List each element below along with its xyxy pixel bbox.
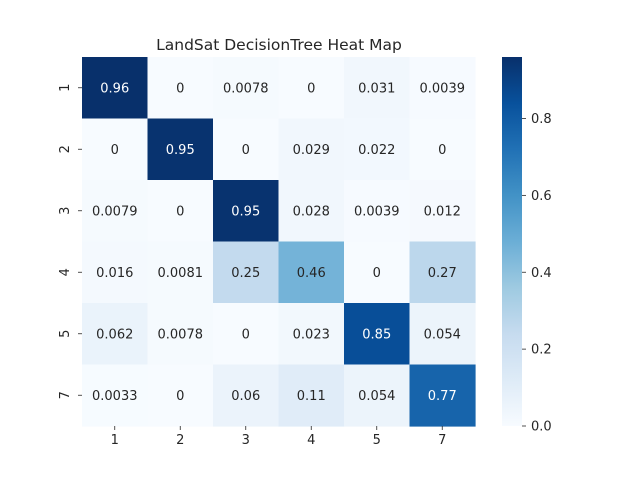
heatmap-cell — [213, 180, 280, 243]
cell-annotation: 0.06 — [231, 389, 260, 404]
heatmap-cell — [82, 118, 149, 181]
x-tick-label: 2 — [176, 433, 184, 448]
heatmap-cell — [278, 57, 345, 120]
cell-annotation: 0 — [242, 143, 250, 158]
cell-annotation: 0.054 — [358, 389, 395, 404]
cell-annotation: 0.95 — [231, 204, 260, 219]
x-tick-label: 1 — [111, 433, 119, 448]
heatmap-cell — [278, 303, 345, 366]
cell-annotation: 0.031 — [358, 81, 395, 96]
cell-annotation: 0.0079 — [92, 204, 138, 219]
heatmap-cell — [82, 303, 149, 366]
cell-annotation: 0.029 — [293, 143, 330, 158]
heatmap-cell — [147, 180, 214, 243]
heatmap-cell — [147, 118, 214, 181]
cell-annotation: 0 — [176, 81, 184, 96]
y-tick-label: 5 — [58, 330, 73, 338]
cell-annotation: 0.46 — [297, 266, 326, 281]
colorbar-tick-label: 0.4 — [531, 266, 552, 281]
heatmap-cell — [147, 303, 214, 366]
x-tick-label: 5 — [373, 433, 381, 448]
cell-annotation: 0.85 — [362, 327, 391, 342]
colorbar: 0.0 0.2 0.4 0.6 0.8 — [502, 57, 552, 435]
cell-annotation: 0.022 — [358, 143, 395, 158]
cell-annotation: 0.016 — [96, 266, 133, 281]
heatmap-cell — [344, 57, 411, 120]
heatmap-cell — [213, 303, 280, 366]
heatmap-cell — [147, 241, 214, 304]
x-tick-label: 3 — [242, 433, 250, 448]
heatmap-cell — [82, 57, 149, 120]
cell-annotation: 0.0078 — [158, 327, 204, 342]
heatmap-cell — [344, 241, 411, 304]
heatmap-cell — [344, 364, 411, 427]
y-tick-label: 2 — [58, 145, 73, 153]
cell-annotation: 0.028 — [293, 204, 330, 219]
heatmap-cell — [344, 303, 411, 366]
cell-annotation: 0 — [373, 266, 381, 281]
cell-annotation: 0.0081 — [158, 266, 204, 281]
y-tick-label: 3 — [58, 207, 73, 215]
cell-annotation: 0.062 — [96, 327, 133, 342]
cell-annotation: 0.023 — [293, 327, 330, 342]
heatmap-cell — [409, 241, 476, 304]
heatmap-cell — [409, 118, 476, 181]
heatmap-cell — [409, 303, 476, 366]
cell-annotation: 0.96 — [100, 81, 129, 96]
chart-title: LandSat DecisionTree Heat Map — [156, 36, 402, 54]
cell-annotation: 0 — [176, 204, 184, 219]
x-axis: 1 2 3 4 5 7 — [111, 426, 446, 448]
heatmap-cell — [82, 364, 149, 427]
colorbar-tick-label: 0.8 — [531, 112, 552, 127]
cell-annotation: 0.0039 — [354, 204, 400, 219]
heatmap-cell — [344, 118, 411, 181]
cell-annotation: 0 — [438, 143, 446, 158]
cell-annotation: 0.25 — [231, 266, 260, 281]
cell-annotation: 0 — [111, 143, 119, 158]
cell-annotation: 0.95 — [166, 143, 195, 158]
colorbar-gradient — [502, 57, 522, 426]
y-tick-label: 7 — [58, 391, 73, 399]
heatmap-cell — [213, 57, 280, 120]
cell-annotation: 0.0039 — [420, 81, 466, 96]
cell-annotation: 0 — [176, 389, 184, 404]
heatmap-cells — [82, 57, 476, 427]
heatmap-cell — [278, 118, 345, 181]
heatmap-cell — [213, 241, 280, 304]
x-tick-label: 4 — [307, 433, 315, 448]
heatmap-cell — [278, 241, 345, 304]
cell-annotation: 0 — [242, 327, 250, 342]
cell-annotation: 0.012 — [424, 204, 461, 219]
heatmap-cell — [409, 364, 476, 427]
heatmap-cell — [409, 57, 476, 120]
heatmap-cell — [213, 118, 280, 181]
heatmap-cell — [82, 241, 149, 304]
heatmap-cell — [213, 364, 280, 427]
heatmap-cell — [147, 364, 214, 427]
y-tick-label: 4 — [58, 268, 73, 276]
y-axis: 1 2 3 4 5 7 — [58, 84, 82, 399]
heatmap-annotations: 0.96 0 0.0078 0 0.031 0.0039 0 0.95 0 0.029 0.022 0… — [92, 81, 465, 404]
heatmap-cell — [147, 57, 214, 120]
heatmap-cell — [278, 180, 345, 243]
cell-annotation: 0.77 — [428, 389, 457, 404]
colorbar-tick-label: 0.2 — [531, 343, 552, 358]
colorbar-tick-label: 0.6 — [531, 189, 552, 204]
colorbar-tick-label: 0.0 — [531, 420, 552, 435]
cell-annotation: 0.054 — [424, 327, 461, 342]
cell-annotation: 0.11 — [297, 389, 326, 404]
cell-annotation: 0 — [307, 81, 315, 96]
cell-annotation: 0.0078 — [223, 81, 269, 96]
heatmap-cell — [344, 180, 411, 243]
cell-annotation: 0.0033 — [92, 389, 138, 404]
heatmap-cell — [278, 364, 345, 427]
x-tick-label: 7 — [438, 433, 446, 448]
heatmap-cell — [409, 180, 476, 243]
cell-annotation: 0.27 — [428, 266, 457, 281]
heatmap-cell — [82, 180, 149, 243]
y-tick-label: 1 — [58, 84, 73, 92]
